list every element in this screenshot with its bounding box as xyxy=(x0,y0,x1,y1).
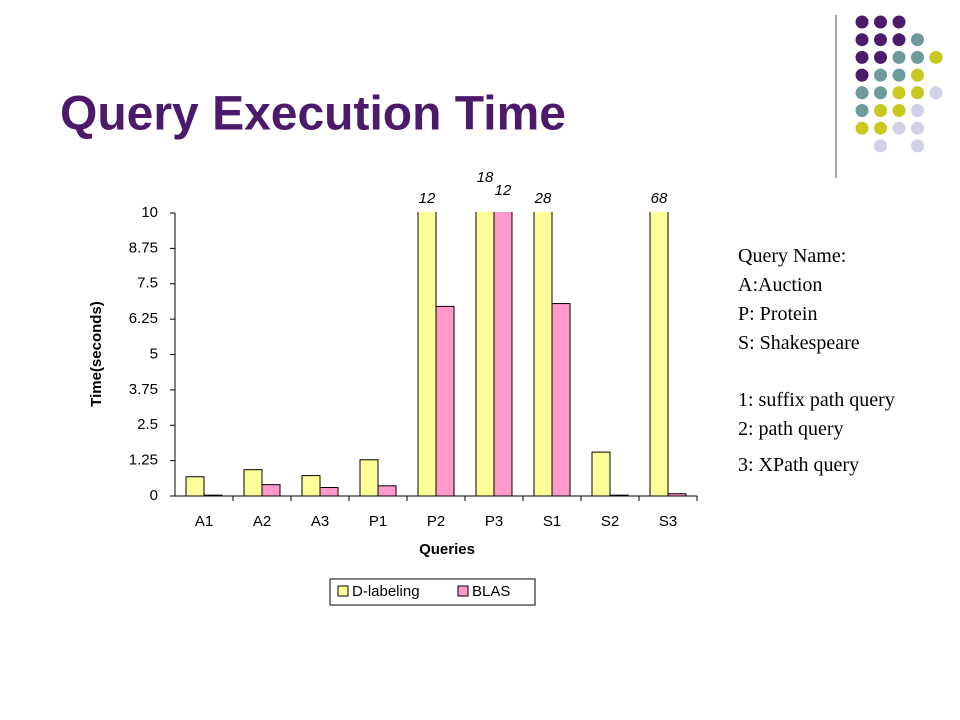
dot xyxy=(874,121,887,135)
y-axis-label: Time(seconds) xyxy=(88,301,105,407)
bar xyxy=(185,476,205,497)
dot xyxy=(874,68,887,82)
x-tick-label: A1 xyxy=(195,513,213,530)
y-tick-label: 1.25 xyxy=(129,452,158,469)
x-axis-label: Queries xyxy=(419,541,475,558)
note-line: Query Name: xyxy=(738,245,846,267)
bar xyxy=(551,303,571,497)
dot xyxy=(855,68,869,82)
dot xyxy=(855,104,869,117)
dot xyxy=(911,33,924,47)
y-tick-label: 8.75 xyxy=(129,239,158,256)
value-label: 12 xyxy=(495,182,512,199)
bar xyxy=(203,494,223,497)
x-tick-label: S1 xyxy=(543,513,561,530)
note-line: A:Auction xyxy=(738,274,822,296)
x-tick-label: P2 xyxy=(427,513,445,530)
dot xyxy=(855,121,869,135)
dot xyxy=(929,50,943,64)
bar xyxy=(591,451,611,497)
decoration xyxy=(855,15,943,153)
y-tick-label: 0 xyxy=(150,487,158,504)
dot xyxy=(874,104,887,117)
x-tick-label: A2 xyxy=(253,513,271,530)
y-tick-label: 5 xyxy=(150,345,158,362)
x-tick-label: S2 xyxy=(601,513,619,530)
dot xyxy=(911,68,924,82)
dot xyxy=(855,50,869,64)
dot xyxy=(911,86,924,100)
value-label: 18 xyxy=(477,169,494,186)
dot xyxy=(892,104,906,117)
legend-swatch xyxy=(457,585,469,597)
bar xyxy=(533,212,553,497)
plot-area xyxy=(185,212,687,497)
dot xyxy=(929,86,943,100)
slide-title: Query Execution Time xyxy=(60,88,566,141)
dot xyxy=(892,50,906,64)
note-line: 3: XPath query xyxy=(738,454,859,476)
dot xyxy=(855,86,869,100)
bar xyxy=(377,485,397,497)
dot xyxy=(855,15,869,29)
note-line: P: Protein xyxy=(738,303,817,325)
bar xyxy=(667,493,687,497)
bar xyxy=(435,305,455,497)
x-tick-label: P3 xyxy=(485,513,503,530)
note-line: 2: path query xyxy=(738,418,844,440)
dot xyxy=(892,86,906,100)
dot xyxy=(874,50,887,64)
y-tick-label: 3.75 xyxy=(129,381,158,398)
dot xyxy=(911,121,924,135)
dot xyxy=(911,104,924,117)
dot xyxy=(892,15,906,29)
y-tick-label: 6.25 xyxy=(129,310,158,327)
bar xyxy=(359,459,379,497)
dot xyxy=(892,121,906,135)
bar xyxy=(493,212,513,497)
bar xyxy=(649,212,669,497)
dot xyxy=(874,15,887,29)
legend-box xyxy=(329,578,536,606)
note-line: 1: suffix path query xyxy=(738,389,895,411)
x-tick-label: A3 xyxy=(311,513,329,530)
dot xyxy=(874,33,887,47)
dot xyxy=(892,33,906,47)
dot xyxy=(855,33,869,47)
dot xyxy=(911,50,924,64)
bar xyxy=(319,487,339,497)
dot xyxy=(874,139,887,153)
bar xyxy=(261,484,281,497)
bar xyxy=(243,469,263,497)
value-label: 68 xyxy=(651,190,668,207)
bar xyxy=(301,475,321,497)
x-tick-label: S3 xyxy=(659,513,677,530)
legend-label: D-labeling xyxy=(352,583,420,600)
value-label: 28 xyxy=(534,190,552,207)
y-tick-label: 7.5 xyxy=(137,275,158,292)
note-line: S: Shakespeare xyxy=(738,332,860,354)
bar xyxy=(609,494,629,497)
legend-label: BLAS xyxy=(472,583,510,600)
y-tick-label: 10 xyxy=(141,204,158,221)
y-tick-label: 2.5 xyxy=(137,416,158,433)
dot xyxy=(911,139,924,153)
value-label: 12 xyxy=(419,190,436,207)
dot xyxy=(874,86,887,100)
x-tick-label: P1 xyxy=(369,513,387,530)
legend-swatch xyxy=(337,585,349,597)
dot xyxy=(892,68,906,82)
